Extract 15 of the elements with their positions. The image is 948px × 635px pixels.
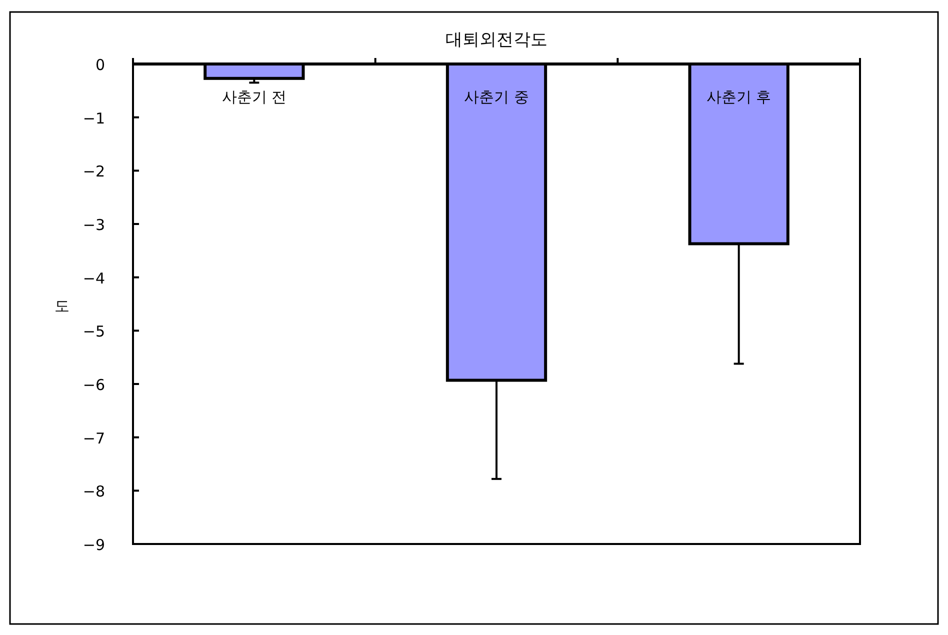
y-tick-label: −5 xyxy=(82,322,105,341)
chart-title: 대퇴외전각도 xyxy=(446,30,548,50)
y-tick-label: 0 xyxy=(95,56,105,74)
y-axis-title: 도 xyxy=(54,297,70,315)
x-tick-label: 사춘기 중 xyxy=(464,88,529,106)
y-tick-label: −8 xyxy=(82,482,105,501)
y-tick-label: −2 xyxy=(82,162,105,181)
x-tick-label: 사춘기 전 xyxy=(222,88,287,106)
x-tick-label: 사춘기 후 xyxy=(706,88,772,106)
y-tick-label: −3 xyxy=(82,216,105,234)
y-tick-label: −9 xyxy=(82,536,105,554)
y-tick-label: −1 xyxy=(82,109,105,128)
y-tick-label: −4 xyxy=(82,269,105,288)
y-tick-label: −7 xyxy=(82,429,105,448)
y-tick-label: −6 xyxy=(82,376,105,394)
